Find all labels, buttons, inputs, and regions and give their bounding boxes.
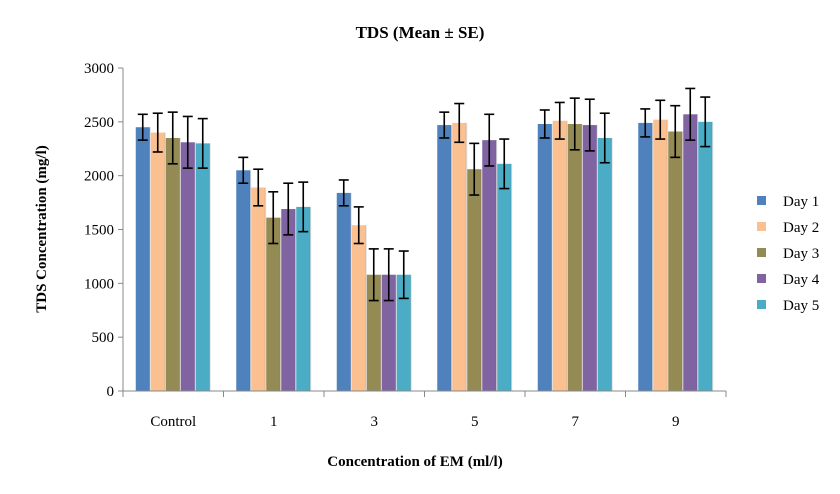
- x-axis-label: Concentration of EM (ml/l): [327, 454, 502, 470]
- bar: [467, 169, 482, 391]
- bar: [281, 209, 296, 391]
- bar-shade: [551, 123, 553, 391]
- y-tick-label: 0: [107, 384, 115, 400]
- bar: [366, 274, 381, 391]
- bar: [396, 274, 411, 391]
- bar-shade: [495, 140, 498, 391]
- x-tick-label: 5: [471, 414, 479, 430]
- bar: [135, 127, 150, 391]
- bar-shade: [164, 132, 166, 391]
- x-tick-label: 9: [672, 414, 680, 430]
- bar-shade: [651, 122, 654, 391]
- legend-label: Day 2: [783, 220, 819, 236]
- bar-shade: [410, 274, 412, 391]
- legend-swatch: [757, 300, 766, 309]
- bar: [251, 187, 266, 391]
- bar-shade: [450, 125, 453, 392]
- bar: [351, 225, 366, 391]
- legend-label: Day 3: [783, 246, 819, 262]
- legend-swatch: [757, 222, 766, 231]
- bar-shade: [711, 121, 714, 391]
- legend-label: Day 5: [783, 298, 819, 314]
- bar: [482, 140, 497, 391]
- bar-shade: [249, 170, 252, 391]
- bar: [653, 119, 668, 392]
- bar-shade: [611, 137, 613, 391]
- bar: [381, 274, 396, 391]
- bar: [537, 123, 552, 391]
- bar-shade: [380, 274, 382, 391]
- legend-swatch: [757, 274, 766, 283]
- bar: [236, 170, 251, 391]
- bar: [698, 121, 713, 391]
- bar-shade: [581, 123, 583, 391]
- bar: [195, 143, 210, 391]
- bar: [296, 206, 311, 391]
- x-tick-label: 7: [572, 414, 580, 430]
- bar: [336, 192, 351, 391]
- bar: [437, 125, 452, 392]
- bar-shade: [209, 143, 211, 391]
- bar: [452, 122, 467, 391]
- bar: [497, 163, 512, 391]
- bar: [582, 125, 597, 392]
- bar-shade: [179, 137, 181, 391]
- legend: Day 1 Day 2 Day 3 Day 4 Day 5: [757, 194, 820, 314]
- bar: [597, 137, 612, 391]
- y-tick-label: 500: [92, 330, 115, 346]
- bar-shade: [309, 206, 312, 391]
- y-tick-label: 2000: [84, 169, 114, 185]
- bar-shade: [510, 163, 513, 391]
- bar-shade: [264, 187, 267, 391]
- plot-area: 0 500 1000 1500 2000 2500 3000 Control 1 3 5 7 9: [84, 61, 727, 430]
- bar-shade: [681, 131, 684, 392]
- y-tick-label: 1500: [84, 223, 114, 239]
- chart-title: TDS (Mean ± SE): [356, 23, 485, 42]
- bar: [567, 123, 582, 391]
- bar-shade: [149, 127, 151, 391]
- bar: [165, 137, 180, 391]
- bar-shade: [596, 125, 598, 392]
- y-tick-label: 1000: [84, 276, 114, 292]
- bar: [150, 132, 165, 391]
- bar: [266, 217, 281, 391]
- bar-shade: [666, 119, 669, 392]
- bar-shade: [395, 274, 397, 391]
- bar: [552, 120, 567, 392]
- bar: [180, 142, 195, 391]
- x-tick-label: Control: [150, 414, 196, 430]
- bar-shade: [696, 114, 699, 392]
- bar: [638, 122, 653, 391]
- bar-shade: [566, 120, 568, 392]
- y-tick-label: 3000: [84, 61, 114, 77]
- bar-shade: [294, 209, 297, 391]
- x-tick-label: 3: [371, 414, 379, 430]
- bar-shade: [194, 142, 196, 391]
- x-tick-label: 1: [270, 414, 278, 430]
- bar-shade: [350, 192, 352, 391]
- bar-shade: [480, 169, 483, 391]
- bar-shade: [465, 122, 468, 391]
- legend-swatch: [757, 248, 766, 257]
- legend-label: Day 4: [783, 272, 820, 288]
- y-tick-label: 2500: [84, 115, 114, 131]
- bar-shade: [279, 217, 282, 391]
- bar: [683, 114, 698, 392]
- legend-label: Day 1: [783, 194, 819, 210]
- bar-shade: [365, 225, 367, 391]
- y-axis-label: TDS Concentration (mg/l): [34, 145, 50, 313]
- legend-swatch: [757, 196, 766, 205]
- bar: [668, 131, 683, 392]
